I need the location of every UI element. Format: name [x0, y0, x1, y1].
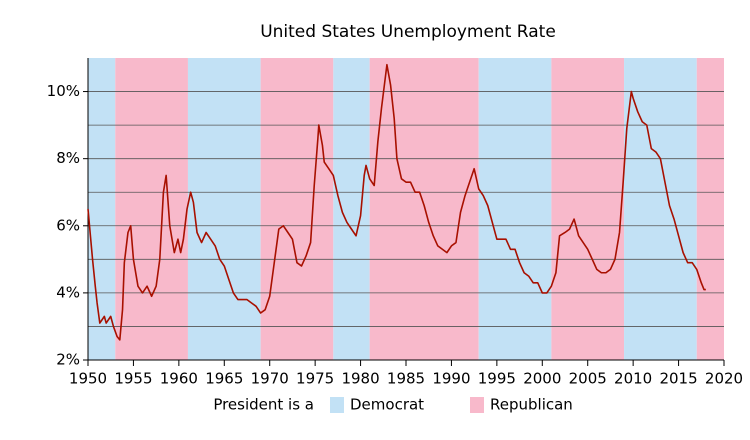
- unemployment-line: [87, 63, 706, 341]
- term-band: [115, 58, 188, 360]
- term-band: [88, 58, 116, 360]
- term-band: [333, 58, 370, 360]
- x-tick-label: 1965: [205, 370, 243, 388]
- x-tick-label: 2015: [659, 370, 697, 388]
- x-tick-label: 2000: [523, 370, 561, 388]
- x-tick-label: 1980: [341, 370, 379, 388]
- legend-label: Democrat: [350, 396, 424, 414]
- legend-label: Republican: [490, 396, 573, 414]
- term-band: [187, 58, 261, 360]
- x-tick-label: 1955: [114, 370, 152, 388]
- x-tick-label: 1960: [160, 370, 198, 388]
- x-tick-label: 1975: [296, 370, 334, 388]
- y-tick-label: 10%: [47, 82, 80, 100]
- x-tick-label: 1985: [387, 370, 425, 388]
- term-band: [260, 58, 334, 360]
- x-tick-label: 1970: [251, 370, 289, 388]
- y-tick-label: 6%: [56, 216, 80, 234]
- x-tick-label: 2005: [569, 370, 607, 388]
- x-tick-label: 2010: [614, 370, 652, 388]
- term-band: [478, 58, 552, 360]
- term-band: [369, 58, 479, 360]
- chart-title: United States Unemployment Rate: [260, 22, 556, 42]
- x-tick-label: 1950: [69, 370, 107, 388]
- x-tick-label: 2020: [705, 370, 743, 388]
- y-tick-label: 4%: [56, 283, 80, 301]
- term-band: [696, 58, 724, 360]
- legend-swatch: [470, 397, 484, 413]
- x-tick-label: 1990: [432, 370, 470, 388]
- y-tick-label: 8%: [56, 149, 80, 167]
- y-tick-label: 2%: [56, 351, 80, 369]
- legend-swatch: [330, 397, 344, 413]
- x-tick-label: 1995: [478, 370, 516, 388]
- legend-title: President is a: [213, 396, 314, 414]
- term-band: [551, 58, 625, 360]
